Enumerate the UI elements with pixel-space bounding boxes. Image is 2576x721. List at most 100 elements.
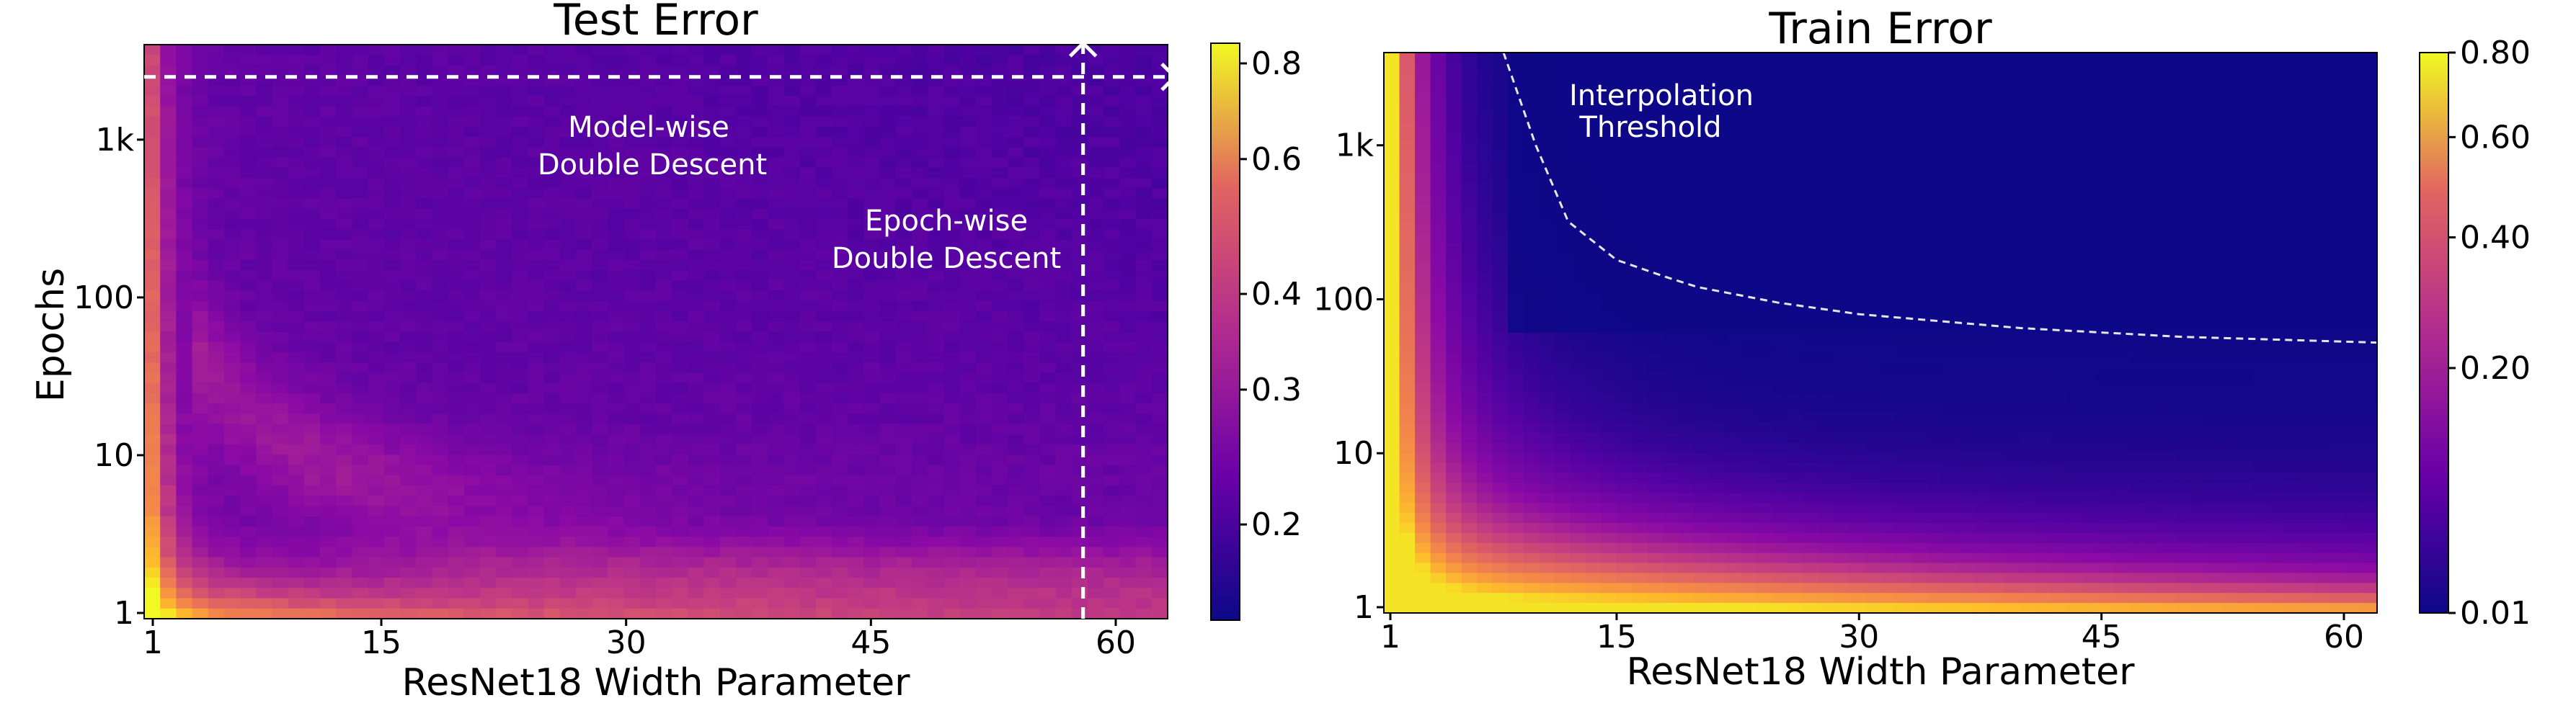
heatmap-cell [256, 598, 273, 609]
heatmap-cell [991, 157, 1008, 169]
heatmap-cell [688, 45, 705, 55]
heatmap-cell [783, 157, 801, 169]
heatmap-cell [1601, 242, 1617, 254]
heatmap-cell [1570, 92, 1586, 104]
heatmap-cell [543, 557, 561, 568]
heatmap-cell [783, 147, 801, 158]
heatmap-cell [608, 280, 625, 292]
heatmap-cell [559, 259, 577, 271]
heatmap-cell [1694, 303, 1710, 313]
heatmap-cell [719, 208, 737, 220]
heatmap-cell [832, 167, 848, 179]
heatmap-cell [512, 157, 529, 169]
heatmap-cell [208, 239, 225, 251]
heatmap-cell [1415, 423, 1431, 434]
heatmap-cell [895, 147, 912, 158]
heatmap-cell [975, 413, 992, 425]
heatmap-cell [879, 331, 897, 343]
heatmap-cell [688, 557, 705, 568]
heatmap-cell [416, 270, 432, 281]
heatmap-cell [416, 567, 432, 578]
heatmap-cell [1399, 53, 1416, 63]
heatmap-cell [1585, 82, 1602, 94]
heatmap-cell [912, 137, 928, 148]
heatmap-cell [144, 351, 161, 363]
heatmap-cell [496, 382, 512, 394]
heatmap-cell [783, 208, 801, 220]
heatmap-cell [1616, 233, 1633, 243]
heatmap-cell [176, 526, 193, 537]
heatmap-cell [752, 116, 768, 127]
heatmap-cell [1741, 323, 1757, 333]
heatmap-cell [1648, 92, 1664, 104]
heatmap-cell [752, 454, 768, 466]
heatmap-cell [703, 45, 721, 55]
heatmap-cell [832, 218, 848, 230]
heatmap-cell [783, 403, 801, 414]
heatmap-cell [479, 516, 497, 527]
heatmap-cell [895, 311, 912, 322]
heatmap-cell [959, 218, 977, 230]
heatmap-cell [656, 229, 672, 241]
heatmap-cell [832, 465, 848, 476]
heatmap-cell [1616, 143, 1633, 153]
heatmap-cell [192, 516, 209, 527]
heatmap-cell [479, 372, 497, 384]
heatmap-cell [1539, 223, 1555, 233]
heatmap-cell [1725, 372, 1741, 384]
heatmap-cell [1430, 393, 1447, 403]
heatmap-cell [1725, 282, 1741, 294]
heatmap-cell [1039, 475, 1057, 486]
heatmap-cell [1710, 252, 1726, 264]
heatmap-cell [176, 382, 193, 394]
heatmap-cell [608, 188, 625, 200]
heatmap-cell [1384, 292, 1400, 303]
heatmap-cell [1151, 290, 1168, 302]
heatmap-cell [1508, 382, 1524, 393]
heatmap-cell [1523, 542, 1540, 554]
heatmap-cell [815, 208, 832, 220]
heatmap-cell [176, 137, 193, 148]
heatmap-cell [1694, 53, 1710, 63]
heatmap-cell [768, 341, 785, 353]
heatmap-cell [735, 598, 752, 609]
heatmap-cell [223, 96, 241, 107]
heatmap-cell [1399, 352, 1416, 364]
heatmap-cell [1384, 493, 1400, 503]
heatmap-cell [639, 393, 657, 404]
heatmap-cell [144, 434, 161, 445]
heatmap-cell [1151, 608, 1168, 619]
heatmap-cell [463, 331, 481, 343]
heatmap-cell [1539, 233, 1555, 243]
heatmap-cell [768, 85, 785, 97]
heatmap-cell [479, 331, 497, 343]
heatmap-cell [320, 290, 337, 302]
heatmap-cell [543, 157, 561, 169]
heatmap-cell [1616, 112, 1633, 123]
heatmap-cell [1023, 321, 1041, 333]
heatmap-cell [928, 157, 944, 169]
heatmap-cell [1399, 223, 1416, 233]
heatmap-cell [815, 116, 832, 127]
heatmap-cell [768, 280, 785, 292]
heatmap-cell [528, 259, 545, 271]
heatmap-cell [799, 55, 817, 66]
heatmap-cell [1008, 65, 1024, 76]
heatmap-cell [1616, 542, 1633, 554]
heatmap-cell [959, 208, 977, 220]
heatmap-cell [1008, 341, 1024, 353]
heatmap-cell [959, 454, 977, 466]
heatmap-cell [1103, 351, 1121, 363]
heatmap-cell [223, 65, 241, 76]
heatmap-cell [448, 239, 465, 251]
heatmap-cell [1039, 341, 1057, 353]
heatmap-cell [176, 270, 193, 281]
heatmap-cell [1119, 311, 1137, 322]
heatmap-cell [1103, 198, 1121, 210]
heatmap-cell [879, 188, 897, 200]
heatmap-cell [815, 147, 832, 158]
heatmap-cell [608, 270, 625, 281]
heatmap-cell [608, 249, 625, 261]
heatmap-cell [1477, 452, 1493, 464]
heatmap-cell [959, 300, 977, 312]
